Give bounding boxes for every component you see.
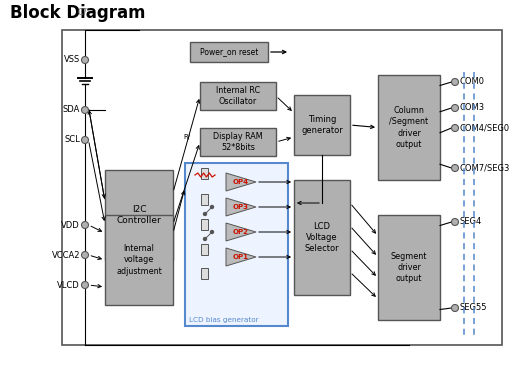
Text: OP3: OP3	[233, 204, 249, 210]
Text: OP2: OP2	[233, 229, 249, 235]
Circle shape	[210, 230, 214, 233]
Circle shape	[82, 251, 88, 259]
Text: LCD
Voltage
Selector: LCD Voltage Selector	[305, 222, 339, 253]
Text: C7: C7	[78, 8, 88, 17]
Text: Internal RC
Oscillator: Internal RC Oscillator	[216, 86, 260, 106]
Text: OP1: OP1	[233, 254, 249, 260]
Bar	[294, 180, 350, 295]
Circle shape	[451, 104, 459, 112]
Text: COM3: COM3	[460, 104, 485, 112]
Circle shape	[210, 205, 214, 208]
Circle shape	[82, 282, 88, 288]
Text: VCCA2: VCCA2	[52, 250, 80, 259]
Text: SEG4: SEG4	[460, 218, 482, 227]
Circle shape	[82, 57, 88, 63]
Text: I2C
Controller: I2C Controller	[117, 205, 161, 225]
Circle shape	[451, 164, 459, 172]
Text: Column
/Segment
driver
output: Column /Segment driver output	[389, 106, 429, 149]
Bar	[201, 194, 208, 205]
Circle shape	[204, 213, 207, 216]
Circle shape	[451, 124, 459, 132]
Text: LCD bias generator: LCD bias generator	[189, 317, 259, 323]
Bar	[294, 95, 350, 155]
Circle shape	[82, 136, 88, 144]
Bar	[201, 219, 208, 230]
Text: Block Diagram: Block Diagram	[10, 4, 146, 22]
Text: VLCD: VLCD	[57, 280, 80, 290]
Bar	[105, 170, 173, 260]
Text: Timing
generator: Timing generator	[301, 115, 343, 135]
Bar	[378, 75, 440, 180]
Bar	[201, 268, 208, 279]
Circle shape	[82, 222, 88, 228]
Text: Internal
voltage
adjustment: Internal voltage adjustment	[116, 244, 162, 276]
Bar	[201, 168, 208, 179]
Text: VSS: VSS	[64, 55, 80, 64]
Text: COM0: COM0	[460, 78, 485, 86]
Text: COM4/SEG0: COM4/SEG0	[460, 124, 510, 132]
Circle shape	[451, 305, 459, 311]
Text: OP4: OP4	[233, 179, 249, 185]
Text: Segment
driver
output: Segment driver output	[391, 252, 427, 283]
Text: SCL: SCL	[64, 135, 80, 144]
Circle shape	[451, 219, 459, 225]
Circle shape	[204, 238, 207, 241]
Bar	[190, 42, 268, 62]
Bar	[62, 30, 502, 345]
Polygon shape	[226, 248, 256, 266]
Polygon shape	[226, 223, 256, 241]
Bar	[201, 244, 208, 255]
Bar	[185, 163, 288, 326]
Bar	[200, 128, 276, 156]
Circle shape	[451, 78, 459, 86]
Text: SEG55: SEG55	[460, 303, 488, 313]
Bar	[378, 215, 440, 320]
Polygon shape	[226, 198, 256, 216]
Text: COM7/SEG3: COM7/SEG3	[460, 164, 510, 173]
Bar	[105, 215, 173, 305]
Text: Display RAM
52*8bits: Display RAM 52*8bits	[213, 132, 263, 152]
Polygon shape	[226, 173, 256, 191]
Circle shape	[82, 106, 88, 113]
Text: SDA: SDA	[63, 106, 80, 115]
Bar	[200, 82, 276, 110]
Text: Power_on reset: Power_on reset	[200, 48, 258, 57]
Text: R/: R/	[183, 134, 190, 140]
Text: VDD: VDD	[61, 221, 80, 230]
